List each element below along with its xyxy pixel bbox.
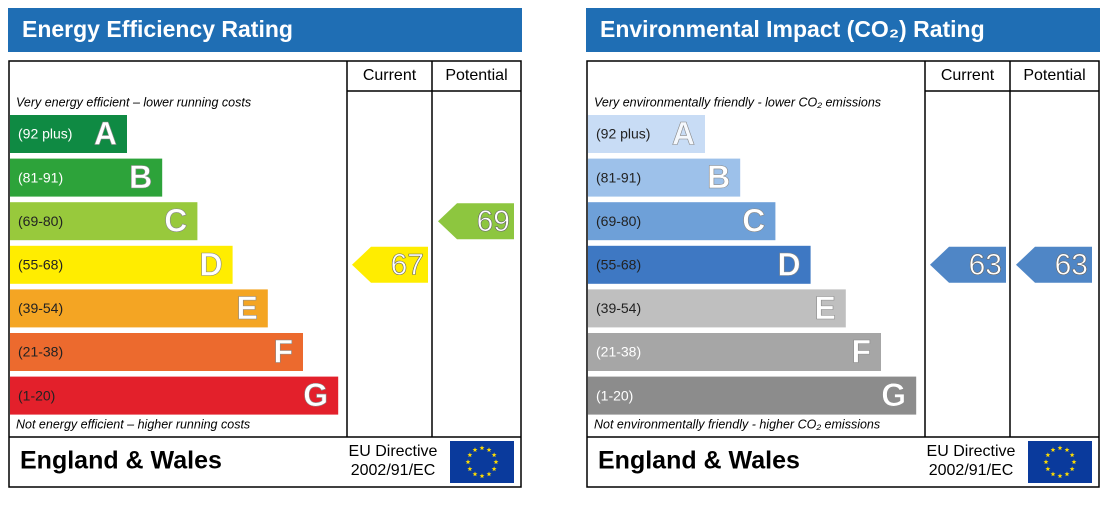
band-range: (69-80)	[596, 213, 641, 229]
eu-star	[467, 466, 473, 472]
region: England & Wales	[20, 447, 222, 475]
rating-band	[10, 376, 339, 415]
top-note: Very environmentally friendly - lower CO…	[594, 95, 881, 109]
band-letter: E	[814, 290, 835, 326]
band-range: (1-20)	[596, 387, 633, 403]
band-letter: D	[777, 246, 800, 282]
band-range: (39-54)	[18, 300, 63, 316]
column-header: Potential	[1023, 67, 1085, 84]
eu-star	[479, 473, 485, 479]
rating-band	[588, 289, 846, 328]
band-letter: E	[236, 290, 257, 326]
band-letter: A	[672, 115, 695, 151]
band-letter: B	[129, 159, 152, 195]
eu-star	[491, 466, 497, 472]
band-range: (81-91)	[18, 169, 63, 185]
band-range: (21-38)	[18, 344, 63, 360]
current-arrow	[352, 246, 428, 283]
band-range: (1-20)	[18, 387, 55, 403]
eu-star	[465, 459, 471, 465]
band-range: (81-91)	[596, 169, 641, 185]
column-header: Current	[363, 67, 417, 84]
band-range: (55-68)	[596, 257, 641, 273]
band-letter: F	[273, 333, 293, 369]
band-letter: F	[851, 333, 871, 369]
eu-star	[493, 459, 499, 465]
eu-star	[1057, 445, 1063, 451]
rating-band	[10, 289, 268, 328]
band-letter: C	[742, 203, 765, 239]
column-header: Current	[941, 67, 995, 84]
current-value: 63	[969, 249, 1002, 282]
eu-star	[479, 445, 485, 451]
eu-star	[1071, 459, 1077, 465]
eu-star	[1050, 471, 1056, 477]
eu-star	[486, 471, 492, 477]
eu-star	[486, 447, 492, 452]
rating-band	[588, 115, 705, 153]
rating-band	[588, 333, 881, 371]
rating-band	[588, 376, 917, 415]
directive: EU Directive	[927, 443, 1016, 460]
rating-band	[588, 245, 811, 284]
band-letter: C	[164, 203, 187, 239]
eu-star	[1045, 466, 1051, 472]
top-note: Very energy efficient – lower running co…	[16, 95, 251, 109]
rating-band	[10, 115, 127, 153]
eu-star	[467, 452, 473, 458]
bottom-note: Not environmentally friendly - higher CO…	[594, 417, 880, 431]
title-bar	[586, 8, 1100, 52]
eu-star	[1064, 471, 1070, 477]
current-value: 67	[391, 249, 424, 282]
rating-band	[10, 202, 198, 241]
rating-band	[588, 202, 776, 241]
eu-star	[1043, 459, 1049, 465]
directive: 2002/91/EC	[929, 462, 1014, 479]
band-range: (55-68)	[18, 257, 63, 273]
directive: 2002/91/EC	[351, 462, 436, 479]
current-arrow	[930, 246, 1006, 283]
eu-star	[472, 447, 478, 452]
rating-band	[588, 158, 741, 197]
potential-value: 69	[477, 205, 510, 238]
rating-band	[10, 158, 163, 197]
band-letter: D	[199, 246, 222, 282]
panel-title: Energy Efficiency Rating	[22, 16, 293, 42]
region: England & Wales	[598, 447, 800, 475]
potential-arrow	[1016, 246, 1092, 283]
potential-arrow	[438, 203, 514, 240]
band-range: (21-38)	[596, 344, 641, 360]
band-letter: A	[94, 115, 117, 151]
eu-star	[1064, 447, 1070, 452]
potential-value: 63	[1055, 249, 1088, 282]
bottom-note: Not energy efficient – higher running co…	[16, 417, 250, 431]
rating-band	[10, 245, 233, 284]
directive: EU Directive	[349, 443, 438, 460]
band-range: (39-54)	[596, 300, 641, 316]
eu-star	[1050, 447, 1056, 452]
eu-star	[1045, 452, 1051, 458]
band-letter: G	[303, 377, 328, 413]
eu-star	[1069, 466, 1075, 472]
eu-star	[1057, 473, 1063, 479]
column-header: Potential	[445, 67, 507, 84]
title-bar	[8, 8, 522, 52]
band-letter: B	[707, 159, 730, 195]
band-range: (69-80)	[18, 213, 63, 229]
band-letter: G	[881, 377, 906, 413]
band-range: (92 plus)	[18, 126, 72, 142]
rating-band	[10, 333, 303, 371]
eu-star	[491, 452, 497, 458]
band-range: (92 plus)	[596, 126, 650, 142]
eu-star	[1069, 452, 1075, 458]
eu-star	[472, 471, 478, 477]
panel-title: Environmental Impact (CO₂) Rating	[600, 16, 985, 42]
